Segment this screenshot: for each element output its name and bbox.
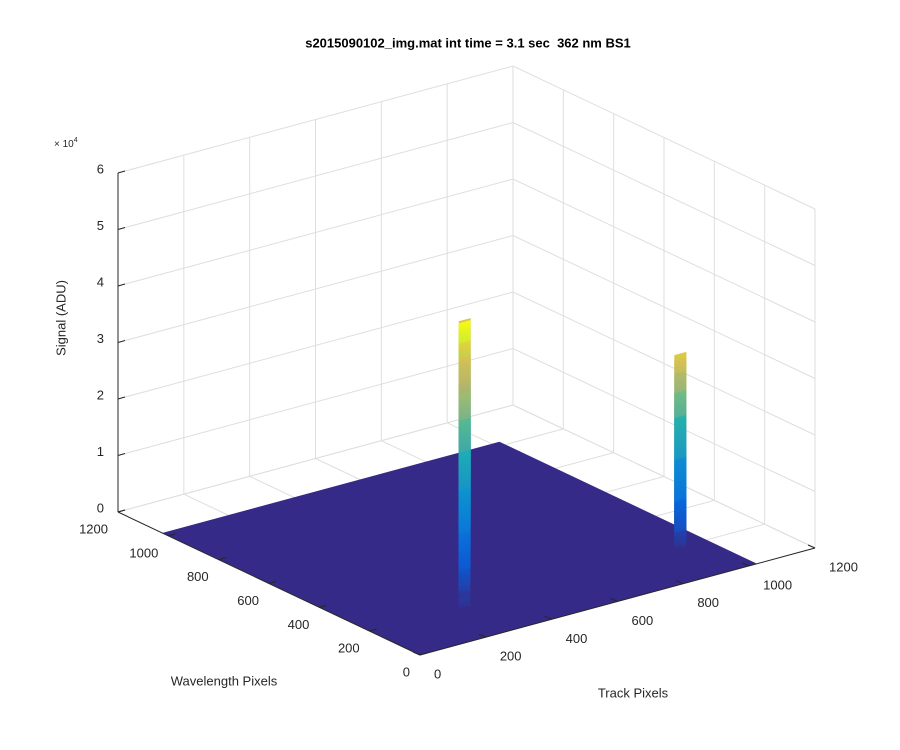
y-axis-label: Wavelength Pixels xyxy=(171,673,278,688)
z-tick-label: 0 xyxy=(97,500,104,515)
z-tick-label: 4 xyxy=(97,274,104,289)
x-tick xyxy=(676,580,684,585)
x-tick-label: 800 xyxy=(697,595,719,610)
z-axis-label: Signal (ADU) xyxy=(53,280,68,356)
chart-title: s2015090102_img.mat int time = 3.1 sec 3… xyxy=(305,35,631,50)
y-tick-label: 1000 xyxy=(129,545,158,560)
ridge xyxy=(458,318,471,609)
x-tick-label: 1000 xyxy=(763,577,792,592)
z-tick xyxy=(117,170,126,174)
y-tick xyxy=(168,533,176,537)
z-tick xyxy=(117,453,126,456)
y-tick xyxy=(319,604,327,608)
grid-line xyxy=(117,121,816,266)
z-tick-label: 1 xyxy=(97,444,104,459)
x-tick-label: 600 xyxy=(632,613,654,628)
x-axis-label: Track Pixels xyxy=(598,685,669,700)
grid-line xyxy=(117,234,816,379)
x-tick xyxy=(807,544,816,549)
grid-line xyxy=(117,291,816,436)
z-tick-label: 5 xyxy=(97,218,104,233)
grid-line xyxy=(117,178,816,323)
x-tick-label: 400 xyxy=(566,631,588,646)
y-tick-label: 800 xyxy=(187,569,209,584)
y-tick-label: 200 xyxy=(338,641,360,656)
axes: 0 1 2 3 4 5 6 0 200 400 600 800 1000 1200 0 200 400 600 80… xyxy=(79,161,858,681)
y-tick xyxy=(369,628,377,632)
y-tick xyxy=(419,652,428,656)
grid-line xyxy=(117,65,816,210)
z-tick xyxy=(117,227,126,230)
x-tick-label: 0 xyxy=(434,666,441,681)
x-tick xyxy=(412,651,421,656)
y-tick xyxy=(218,557,226,561)
y-tick-label: 0 xyxy=(403,664,410,679)
y-tick xyxy=(268,581,277,584)
surface-column xyxy=(458,568,471,600)
multiplier-exponent: 4 xyxy=(74,137,78,144)
z-tick-label: 6 xyxy=(97,161,104,176)
z-tick xyxy=(117,283,126,287)
z-tick xyxy=(117,396,126,400)
x-tick xyxy=(741,562,750,567)
grid-line xyxy=(117,404,816,549)
y-tick-label: 400 xyxy=(288,617,310,632)
y-tick-label: 600 xyxy=(237,593,259,608)
z-tick xyxy=(117,340,126,343)
z-tick-label: 2 xyxy=(97,387,104,402)
surface-column xyxy=(458,594,471,609)
grid-line xyxy=(117,347,816,492)
z-multiplier: × 104 xyxy=(54,137,78,150)
surface xyxy=(162,318,757,655)
x-tick-label: 200 xyxy=(500,649,522,664)
x-tick xyxy=(478,633,487,638)
x-tick xyxy=(610,598,618,602)
y-tick-label: 1200 xyxy=(79,521,108,536)
surface-column xyxy=(674,529,687,550)
multiplier-base: × 10 xyxy=(54,139,74,150)
z-tick-label: 3 xyxy=(97,331,104,346)
x-tick-label: 1200 xyxy=(829,559,858,574)
y-tick xyxy=(117,509,126,513)
ridge xyxy=(674,351,687,550)
x-tick xyxy=(544,615,552,620)
